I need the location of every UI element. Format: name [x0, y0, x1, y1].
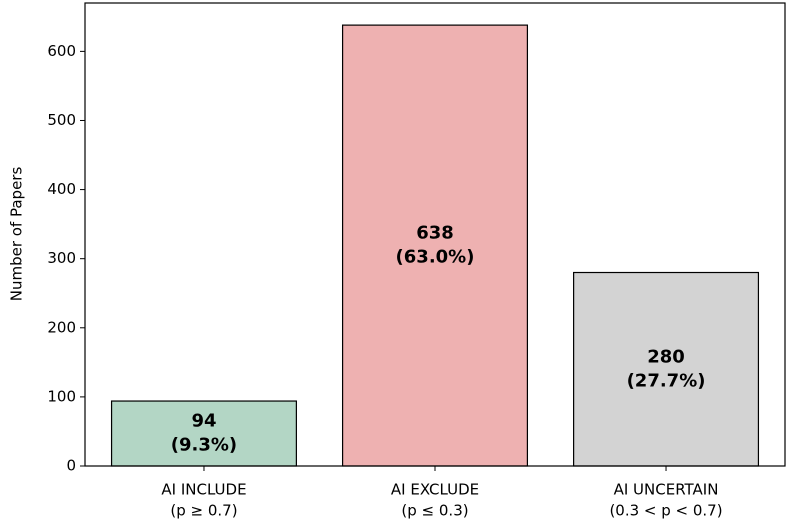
y-axis-label: Number of Papers — [8, 167, 26, 302]
y-tick-label: 500 — [47, 111, 76, 129]
x-tick-label: (0.3 < p < 0.7) — [609, 502, 722, 520]
x-tick-label: AI INCLUDE — [161, 481, 246, 499]
bar — [341, 24, 529, 467]
x-tick-label: AI EXCLUDE — [391, 481, 479, 499]
y-tick-label: 100 — [47, 387, 76, 405]
x-tick-label: AI UNCERTAIN — [614, 481, 719, 499]
value-label: (63.0%) — [396, 247, 475, 268]
x-tick-label: (p ≥ 0.7) — [170, 502, 237, 520]
y-tick-label: 600 — [47, 42, 76, 60]
value-label: 94 — [191, 411, 216, 432]
bar — [110, 400, 297, 467]
y-tick-label: 400 — [47, 180, 76, 198]
y-tick-label: 200 — [47, 318, 76, 336]
y-tick-label: 300 — [47, 249, 76, 267]
bar — [573, 271, 760, 467]
y-tick-label: 0 — [66, 457, 76, 475]
value-label: 280 — [647, 346, 685, 367]
x-tick-label: (p ≤ 0.3) — [401, 502, 468, 520]
plot-frame — [84, 2, 786, 467]
value-label: 638 — [416, 223, 454, 244]
value-label: (9.3%) — [171, 435, 237, 456]
value-label: (27.7%) — [627, 370, 706, 391]
